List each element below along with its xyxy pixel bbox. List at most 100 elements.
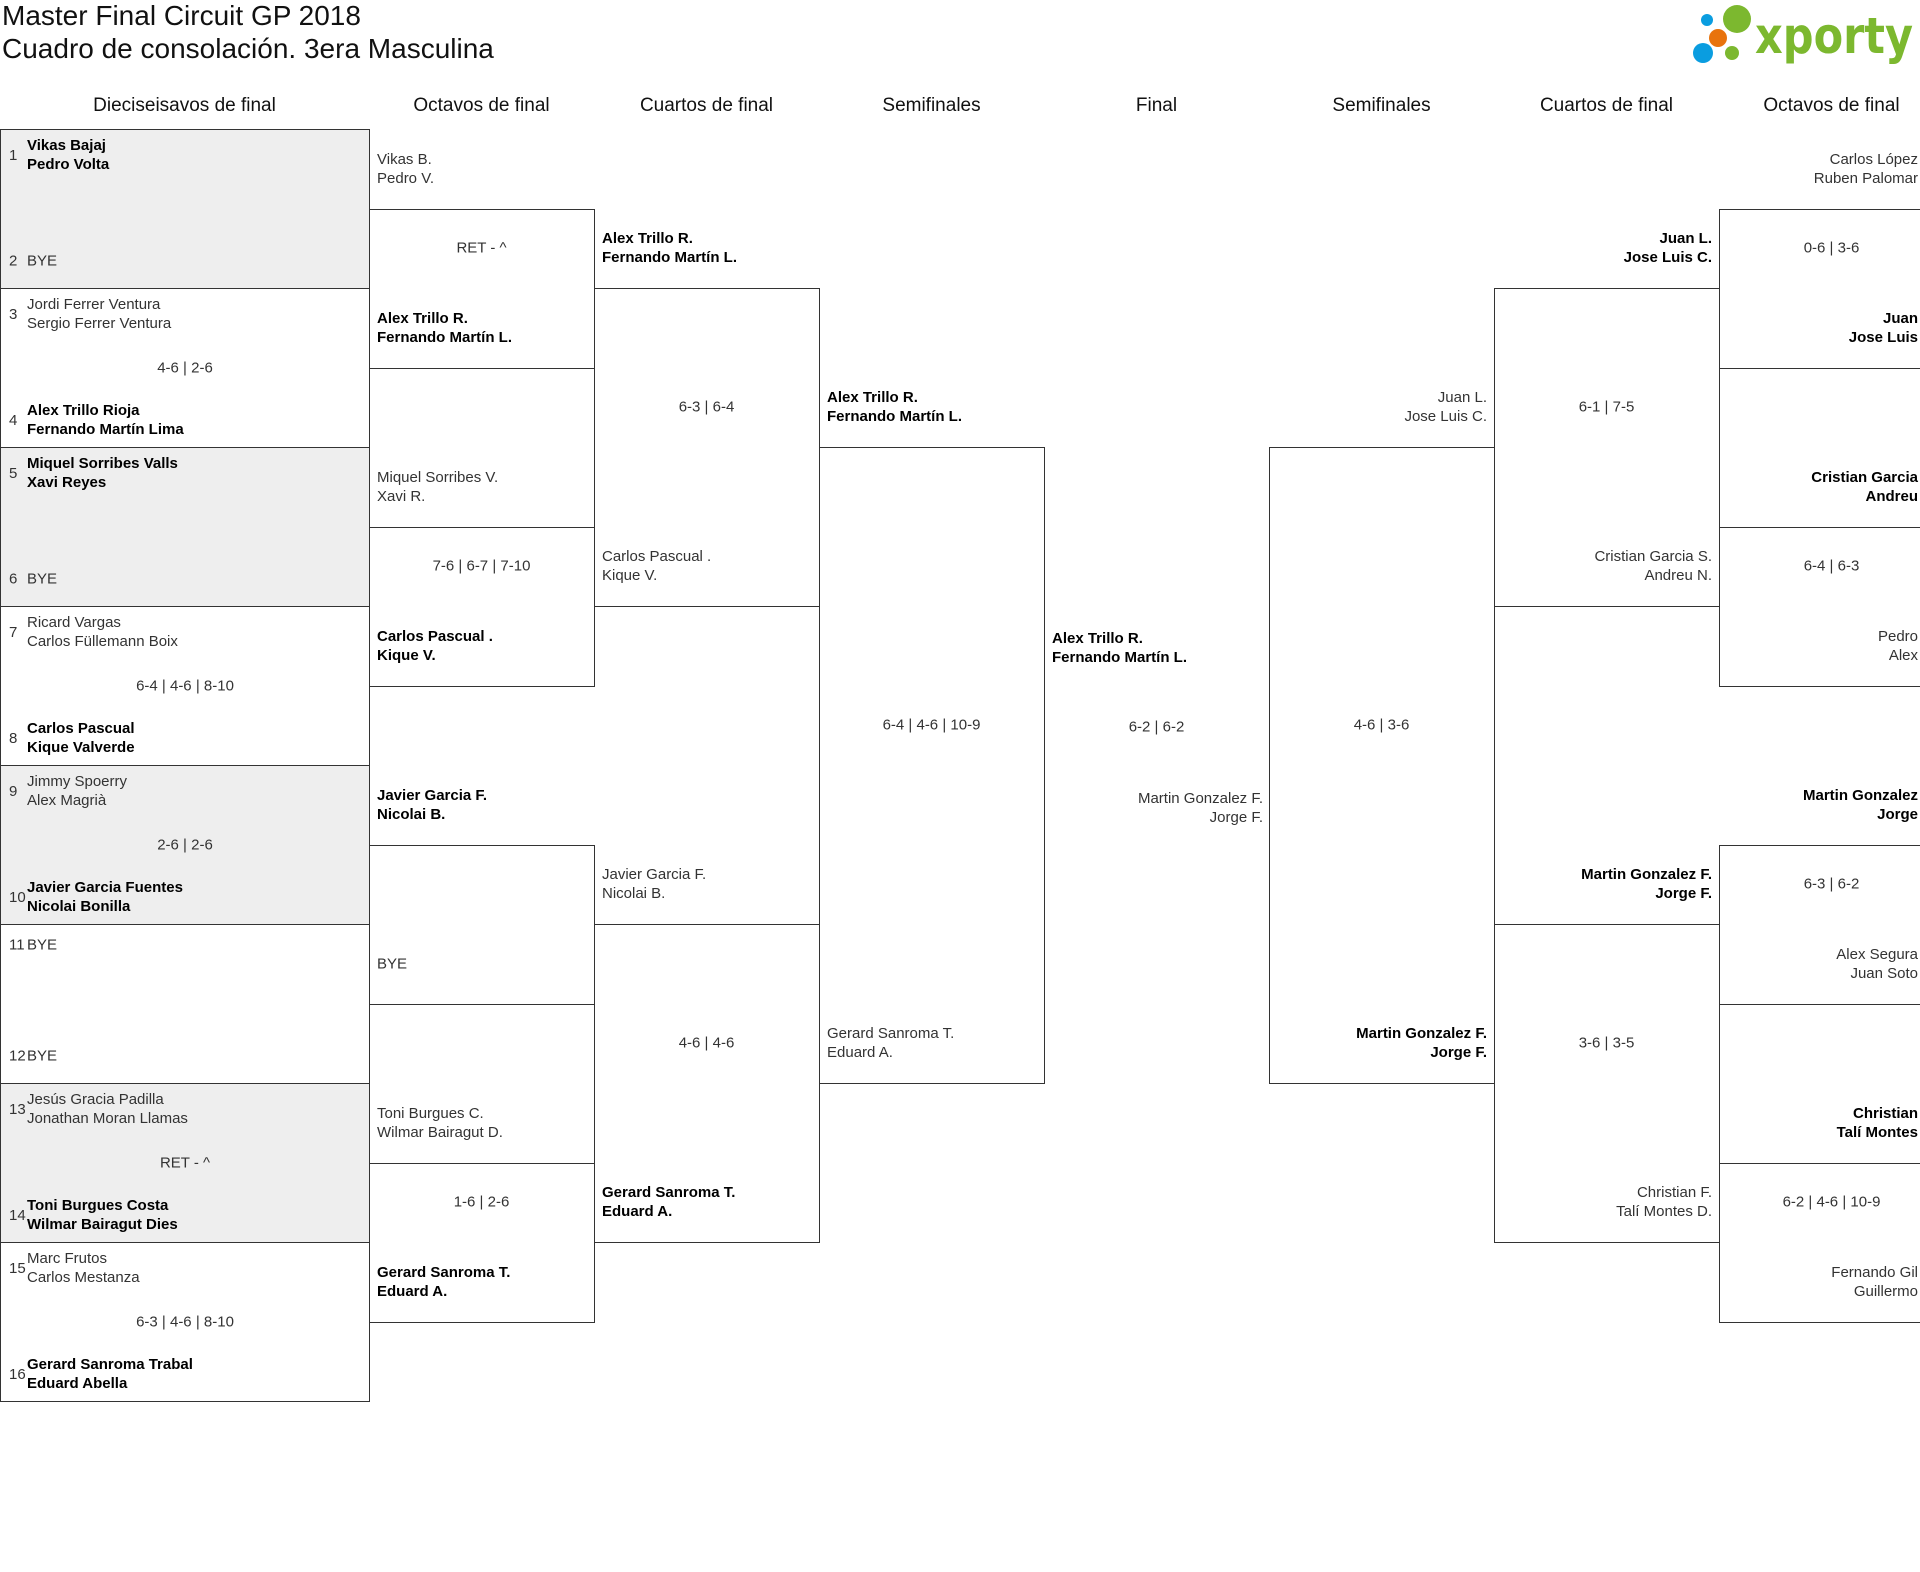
player-name: Cristian Garcia S. — [1594, 548, 1712, 565]
player-name: Ruben Palomar — [1813, 169, 1918, 187]
match-box[interactable]: 1 Vikas Bajaj Pedro Volta 2 BYE — [0, 129, 370, 289]
match-box[interactable] — [1269, 447, 1495, 1084]
player-name: Alex Trillo R. — [602, 230, 693, 247]
team-entry: 6 BYE — [9, 570, 57, 589]
player-name: Vikas B. — [377, 150, 432, 168]
player-name: Juan L. — [1659, 230, 1712, 247]
round-header: Cuartos de final — [1539, 95, 1674, 116]
team-names: Alex Trillo R. Fernando Martín L. — [377, 309, 512, 347]
team-names: Alex Trillo Rioja Fernando Martín Lima — [27, 401, 184, 439]
match-box[interactable] — [1719, 208, 1920, 369]
team-names: Christian F. Talí Montes D. — [1492, 1183, 1712, 1221]
team-names: Javier Garcia F. Nicolai B. — [602, 865, 706, 903]
match-box[interactable]: 5 Miquel Sorribes Valls Xavi Reyes 6 BYE — [0, 447, 370, 607]
player-name: Carlos Pascual . — [602, 548, 712, 565]
team-entry: 10 Javier Garcia Fuentes Nicolai Bonilla — [9, 878, 183, 916]
team-names: Carlos Pascual . Kique V. — [377, 627, 493, 665]
player-name: Christian — [1852, 1104, 1918, 1122]
player-name: Alex Trillo Rioja — [27, 402, 140, 419]
match-box[interactable] — [1719, 526, 1920, 687]
team-entry: 8 Carlos Pascual Kique Valverde — [9, 719, 135, 757]
match-box[interactable]: 11 BYE 12 BYE — [0, 924, 370, 1084]
team-entry: 16 Gerard Sanroma Trabal Eduard Abella — [9, 1355, 193, 1393]
match-box[interactable] — [1719, 1162, 1920, 1323]
match-score: 0-6 | 3-6 — [1803, 239, 1860, 257]
match-score: 6-4 | 6-3 — [1803, 557, 1860, 575]
player-name: Martin Gonzalez — [1802, 786, 1918, 804]
team-entry: 14 Toni Burgues Costa Wilmar Bairagut Dies — [9, 1196, 178, 1234]
round-header: Semifinales — [882, 95, 981, 116]
team-names: Miquel Sorribes V. Xavi R. — [377, 468, 498, 506]
match-box[interactable] — [819, 447, 1045, 1084]
team-names: Jordi Ferrer Ventura Sergio Ferrer Ventur… — [27, 295, 171, 333]
player-name: Kique V. — [602, 567, 658, 584]
team-entry: 3 Jordi Ferrer Ventura Sergio Ferrer Ventu… — [9, 295, 171, 333]
player-name: Gerard Sanroma T. — [827, 1025, 955, 1042]
team-names: Toni Burgues C. Wilmar Bairagut D. — [377, 1104, 503, 1142]
player-name: Xavi Reyes — [27, 474, 107, 491]
match-score: 6-1 | 7-5 — [1578, 398, 1635, 416]
player-name: Kique Valverde — [27, 739, 135, 756]
player-name: Carlos Pascual — [27, 720, 135, 737]
player-name: Ricard Vargas — [27, 614, 121, 631]
player-name: Gerard Sanroma T. — [377, 1263, 511, 1281]
player-name: Nicolai B. — [377, 805, 446, 823]
seed-number: 8 — [9, 729, 18, 747]
team-names: Jesús Gracia Padilla Jonathan Moran Llama… — [27, 1090, 188, 1128]
team-entry: 13 Jesús Gracia Padilla Jonathan Moran Lla… — [9, 1090, 188, 1128]
match-box[interactable]: 13 Jesús Gracia Padilla Jonathan Moran Lla… — [0, 1083, 370, 1243]
player-name: Nicolai B. — [602, 885, 666, 902]
match-box[interactable]: 3 Jordi Ferrer Ventura Sergio Ferrer Ventu… — [0, 288, 370, 448]
match-box[interactable]: 7 Ricard Vargas Carlos Füllemann Boix 8 Carl… — [0, 606, 370, 766]
seed-number: 5 — [9, 464, 18, 482]
team-names: Juan L. Jose Luis C. — [1267, 388, 1487, 426]
player-name: Juan Soto — [1850, 964, 1918, 982]
match-score: 3-6 | 3-5 — [1578, 1034, 1635, 1052]
player-name: Toni Burgues C. — [377, 1104, 484, 1122]
match-score: 4-6 | 2-6 — [157, 359, 213, 377]
team-names: Toni Burgues Costa Wilmar Bairagut Dies — [27, 1196, 178, 1234]
player-name: Jorge F. — [1430, 1044, 1487, 1061]
player-name: Carlos Pascual . — [377, 627, 493, 645]
player-name: BYE — [27, 936, 58, 954]
team-names: Miquel Sorribes Valls Xavi Reyes — [27, 454, 178, 492]
team-entry: 4 Alex Trillo Rioja Fernando Martín Lima — [9, 401, 184, 439]
player-name: Alex Magrià — [27, 792, 107, 809]
team-names: Fernando Gil Guillermo — [1698, 1263, 1918, 1301]
match-score: 6-3 | 6-2 — [1803, 875, 1860, 893]
round-header: Dieciseisavos de final — [93, 95, 276, 116]
team-entry: 11 BYE — [9, 936, 57, 955]
player-name: Eduard A. — [377, 1282, 448, 1300]
match-box[interactable] — [1719, 844, 1920, 1005]
seed-number: 4 — [9, 411, 18, 429]
seed-number: 3 — [9, 305, 18, 323]
team-names: Gerard Sanroma T. Eduard A. — [377, 1263, 510, 1301]
player-name: Javier Garcia F. — [377, 786, 488, 804]
player-name: Eduard A. — [827, 1044, 893, 1061]
match-box[interactable] — [1494, 924, 1720, 1243]
player-name: Fernando Martín L. — [827, 408, 962, 425]
player-name: Fernando Gil — [1831, 1263, 1918, 1281]
team-names: Javier Garcia Fuentes Nicolai Bonilla — [27, 878, 183, 916]
round-header: Octavos de final — [1763, 95, 1900, 116]
team-names: Juan Jose Luis — [1698, 309, 1918, 347]
match-box[interactable]: 15 Marc Frutos Carlos Mestanza 16 Gerard San… — [0, 1242, 370, 1402]
seed-number: 2 — [9, 252, 18, 270]
player-name: Jonathan Moran Llamas — [27, 1110, 188, 1127]
player-name: Martin Gonzalez F. — [1356, 1025, 1487, 1042]
player-name: Kique V. — [377, 646, 436, 664]
player-name: Jorge F. — [1655, 885, 1712, 902]
match-box[interactable] — [369, 844, 595, 1005]
team-names: Carlos López Ruben Palomar — [1698, 150, 1918, 188]
team-names: Martin Gonzalez Jorge — [1698, 786, 1918, 824]
seed-number: 12 — [9, 1047, 26, 1065]
player-name: Alex Trillo R. — [1052, 630, 1143, 647]
player-name: Vikas Bajaj — [27, 137, 106, 154]
match-box[interactable] — [1494, 288, 1720, 607]
player-name: Jordi Ferrer Ventura — [27, 296, 161, 313]
player-name: Jorge F. — [1209, 809, 1263, 826]
match-box[interactable]: 9 Jimmy Spoerry Alex Magrià 10 Javier Garcia… — [0, 765, 370, 925]
team-names: Carlos Pascual Kique Valverde — [27, 719, 135, 757]
player-name: Jose Luis C. — [1404, 408, 1487, 425]
team-names: BYE — [27, 570, 57, 589]
